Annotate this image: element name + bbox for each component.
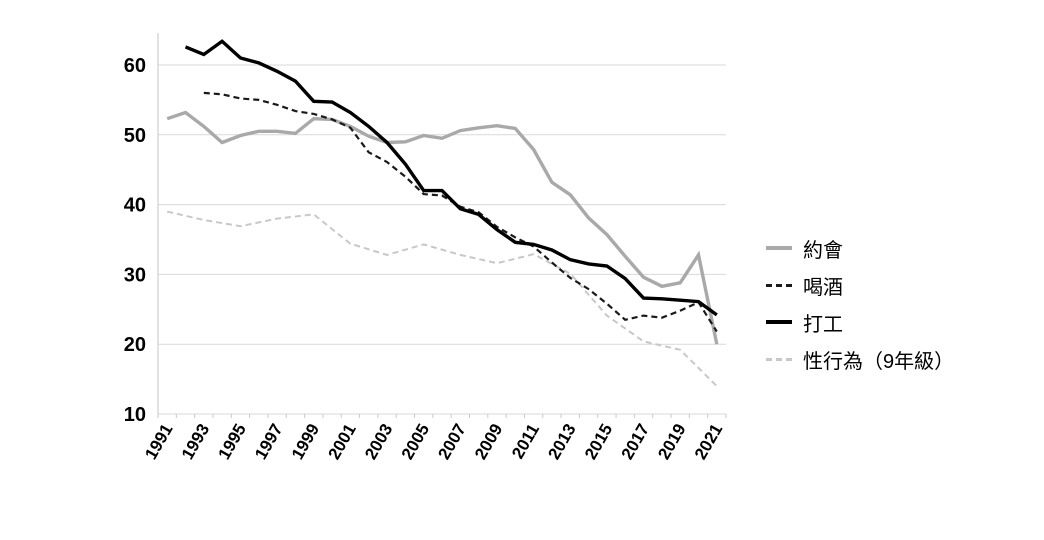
x-tick-label: 1991 [141, 421, 176, 463]
legend-item: 約會 [766, 234, 954, 262]
x-tick-label: 2013 [544, 421, 579, 463]
x-tick-label: 2001 [324, 421, 359, 463]
x-axis-tick-labels: 1991 1993 1995 1997 1999 2001 2003 2005 2007 2009… [141, 421, 726, 463]
x-tick-label: 1997 [251, 421, 286, 463]
gridlines [158, 64, 726, 415]
y-tick-label: 10 [124, 404, 146, 426]
x-tick-label: 2017 [618, 421, 653, 463]
legend-swatch-dashed-lightgray [766, 357, 792, 361]
legend-swatch-solid-gray [766, 246, 792, 250]
x-tick-label: 2009 [471, 421, 506, 463]
y-tick-label: 50 [124, 125, 146, 147]
series-line-solid-gray [166, 110, 719, 345]
x-tick-label: 2015 [581, 421, 616, 463]
legend-swatch-solid-black [766, 320, 792, 324]
x-tick-label: 2005 [398, 421, 433, 463]
y-tick-label: 60 [124, 55, 146, 77]
series-line-dashed-lightgray [166, 210, 718, 387]
x-tick-label: 2007 [434, 421, 469, 463]
x-tick-label: 2019 [654, 421, 689, 463]
x-tick-label: 2003 [361, 421, 396, 463]
data-series [166, 39, 719, 387]
legend-label: 喝酒 [803, 276, 843, 299]
x-tick-label: 1993 [178, 421, 213, 463]
legend-swatch-dashed-black [766, 283, 792, 287]
series-line-solid-black [184, 39, 718, 317]
x-axis [157, 414, 727, 418]
x-tick-label: 1995 [215, 421, 250, 463]
legend-item: 性行為（9年級） [766, 345, 954, 373]
x-tick-label: 2021 [691, 421, 726, 463]
legend: 約會喝酒打工性行為（9年級） [766, 234, 954, 373]
legend-label: 約會 [803, 239, 843, 262]
legend-item: 喝酒 [766, 271, 954, 299]
x-tick-label: 2011 [508, 421, 543, 462]
legend-label: 性行為（9年級） [803, 350, 955, 373]
y-tick-label: 30 [124, 264, 146, 286]
y-axis-tick-labels: 10 20 30 40 50 60 [124, 55, 146, 426]
legend-item: 打工 [766, 308, 954, 336]
y-tick-label: 20 [124, 334, 146, 356]
x-tick-label: 1999 [288, 421, 323, 463]
legend-label: 打工 [803, 313, 843, 336]
y-tick-label: 40 [124, 195, 146, 217]
